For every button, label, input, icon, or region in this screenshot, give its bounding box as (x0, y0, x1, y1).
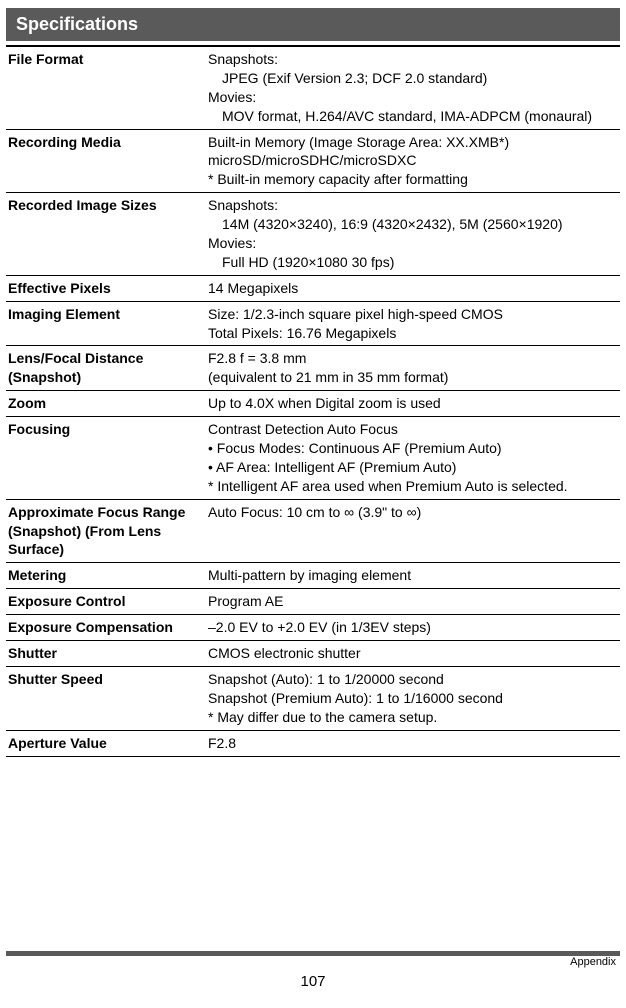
table-row: Exposure Compensation–2.0 EV to +2.0 EV … (6, 615, 620, 641)
spec-value: CMOS electronic shutter (206, 641, 620, 667)
spec-value: Auto Focus: 10 cm to ∞ (3.9" to ∞) (206, 499, 620, 563)
spec-label: Exposure Control (6, 589, 206, 615)
spec-label: Metering (6, 563, 206, 589)
table-row: Aperture ValueF2.8 (6, 730, 620, 756)
page-number: 107 (0, 973, 626, 990)
table-row: MeteringMulti-pattern by imaging element (6, 563, 620, 589)
spec-label: Lens/Focal Distance (Snapshot) (6, 346, 206, 391)
table-row: Shutter SpeedSnapshot (Auto): 1 to 1/200… (6, 666, 620, 730)
table-row: Exposure ControlProgram AE (6, 589, 620, 615)
spec-label: Imaging Element (6, 301, 206, 346)
spec-label: Focusing (6, 417, 206, 500)
specifications-table: File FormatSnapshots:JPEG (Exif Version … (6, 45, 620, 757)
spec-value: Snapshots:14M (4320×3240), 16:9 (4320×24… (206, 193, 620, 276)
spec-label: Effective Pixels (6, 275, 206, 301)
spec-label: Shutter (6, 641, 206, 667)
table-row: Recording MediaBuilt-in Memory (Image St… (6, 129, 620, 193)
footer-divider (6, 951, 620, 956)
spec-label: Exposure Compensation (6, 615, 206, 641)
spec-label: Recorded Image Sizes (6, 193, 206, 276)
spec-value: Multi-pattern by imaging element (206, 563, 620, 589)
spec-value: F2.8 (206, 730, 620, 756)
spec-value: Size: 1/2.3-inch square pixel high-speed… (206, 301, 620, 346)
spec-label: Shutter Speed (6, 666, 206, 730)
section-header: Specifications (6, 8, 620, 41)
table-row: Recorded Image SizesSnapshots:14M (4320×… (6, 193, 620, 276)
table-row: ZoomUp to 4.0X when Digital zoom is used (6, 391, 620, 417)
spec-value: Contrast Detection Auto Focus• Focus Mod… (206, 417, 620, 500)
spec-value: –2.0 EV to +2.0 EV (in 1/3EV steps) (206, 615, 620, 641)
table-row: File FormatSnapshots:JPEG (Exif Version … (6, 46, 620, 129)
table-row: FocusingContrast Detection Auto Focus• F… (6, 417, 620, 500)
table-row: Imaging ElementSize: 1/2.3-inch square p… (6, 301, 620, 346)
spec-tbody: File FormatSnapshots:JPEG (Exif Version … (6, 46, 620, 756)
spec-value: Snapshots:JPEG (Exif Version 2.3; DCF 2.… (206, 46, 620, 129)
spec-label: File Format (6, 46, 206, 129)
spec-label: Zoom (6, 391, 206, 417)
spec-value: Built-in Memory (Image Storage Area: XX.… (206, 129, 620, 193)
table-row: Approximate Focus Range (Snapshot) (From… (6, 499, 620, 563)
table-row: Lens/Focal Distance (Snapshot)F2.8 f = 3… (6, 346, 620, 391)
spec-value: Snapshot (Auto): 1 to 1/20000 secondSnap… (206, 666, 620, 730)
spec-label: Approximate Focus Range (Snapshot) (From… (6, 499, 206, 563)
spec-value: F2.8 f = 3.8 mm(equivalent to 21 mm in 3… (206, 346, 620, 391)
spec-value: Program AE (206, 589, 620, 615)
spec-value: Up to 4.0X when Digital zoom is used (206, 391, 620, 417)
table-row: Effective Pixels14 Megapixels (6, 275, 620, 301)
spec-label: Aperture Value (6, 730, 206, 756)
section-title: Specifications (16, 14, 138, 34)
table-row: ShutterCMOS electronic shutter (6, 641, 620, 667)
spec-label: Recording Media (6, 129, 206, 193)
spec-value: 14 Megapixels (206, 275, 620, 301)
section-label: Appendix (570, 956, 616, 968)
